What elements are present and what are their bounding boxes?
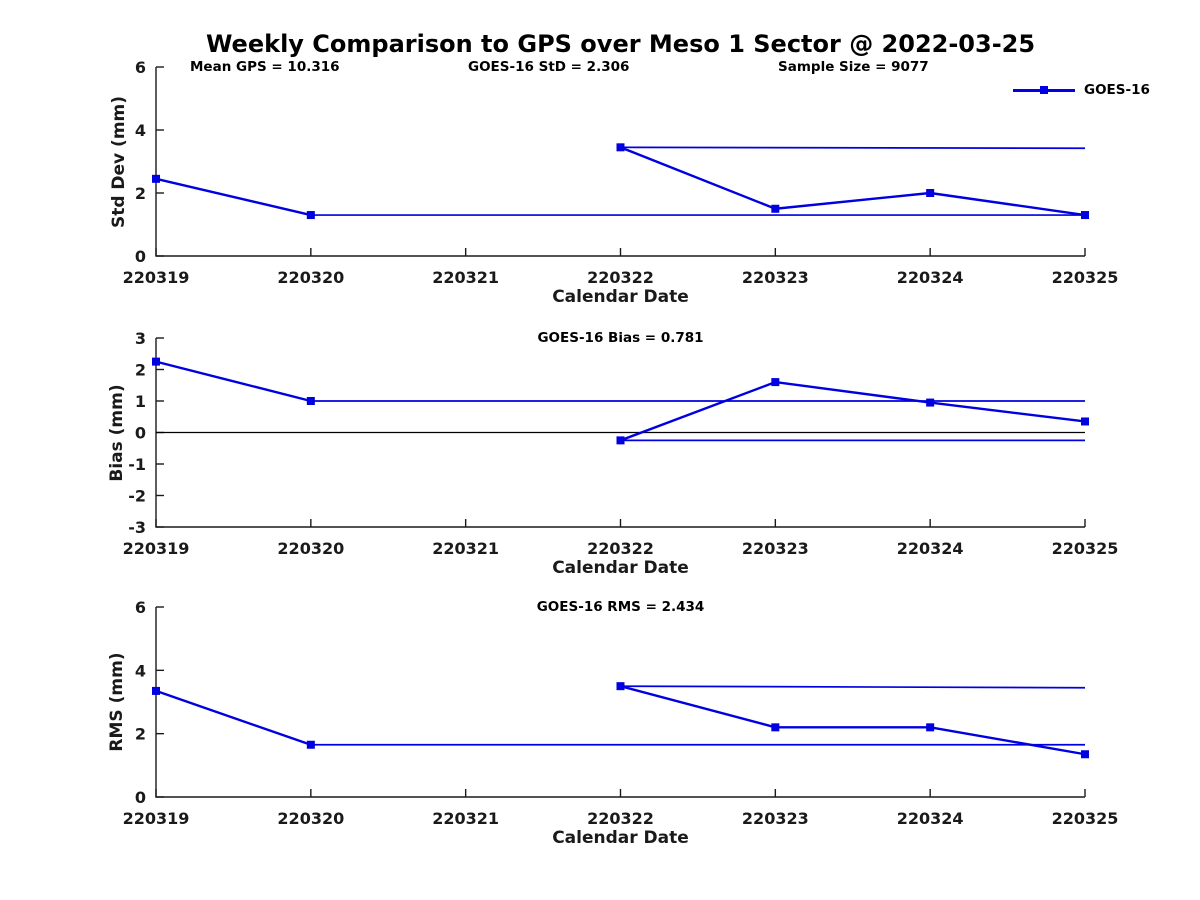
x-tick-label: 220320 (277, 809, 344, 828)
x-tick-label: 220321 (432, 809, 499, 828)
x-tick-label: 220323 (742, 809, 809, 828)
y-tick-label: 0 (135, 788, 146, 807)
legend-square-marker-icon (1040, 86, 1048, 94)
annotation-mean-gps: Mean GPS = 10.316 (190, 59, 340, 75)
legend: GOES-16 (1013, 82, 1150, 98)
x-tick-label: 220322 (587, 809, 654, 828)
figure-title: Weekly Comparison to GPS over Meso 1 Sec… (205, 30, 1036, 58)
y-tick-label: 2 (135, 361, 146, 380)
x-tick-label: 220321 (432, 539, 499, 558)
y-tick-label: -2 (128, 487, 146, 506)
data-point-marker (1081, 750, 1089, 759)
x-tick-label: 220324 (897, 809, 964, 828)
series-line (155, 689, 312, 746)
data-point-marker (926, 398, 935, 407)
ylabel-rms: RMS (mm) (107, 652, 127, 752)
ylabel-std-dev: Std Dev (mm) (109, 95, 129, 229)
y-tick-label: 2 (135, 184, 146, 203)
legend-label: GOES-16 (1084, 82, 1150, 98)
data-point-marker (1081, 417, 1089, 426)
series-line (155, 177, 312, 217)
x-tick-label: 220324 (897, 268, 964, 287)
annotation-goes16-std: GOES-16 StD = 2.306 (468, 59, 630, 75)
x-tick-label: 220325 (1052, 539, 1119, 558)
y-tick-label: 4 (135, 661, 146, 680)
xlabel-calendar-date-2: Calendar Date (552, 558, 689, 578)
x-tick-label: 220323 (742, 539, 809, 558)
x-tick-label: 220320 (277, 268, 344, 287)
ylabel-bias: Bias (mm) (107, 384, 127, 482)
axis-line (155, 67, 1085, 257)
x-tick-label: 220324 (897, 539, 964, 558)
series-line (620, 146, 1086, 150)
x-tick-label: 220319 (123, 539, 190, 558)
y-tick-label: 6 (135, 598, 146, 617)
x-tick-label: 220321 (432, 268, 499, 287)
y-tick-label: 4 (135, 121, 146, 140)
subplot-3: 0 2 4 6 220319 220320 220321 220322 220323 220324… (123, 598, 1119, 828)
data-point-marker (771, 378, 780, 387)
y-tick-label: 0 (135, 247, 146, 266)
subtitle-bias: GOES-16 Bias = 0.781 (537, 330, 704, 346)
x-tick-label: 220322 (587, 268, 654, 287)
y-tick-label: 6 (135, 58, 146, 77)
series-line (620, 685, 1086, 689)
xlabel-calendar-date-1: Calendar Date (552, 287, 689, 307)
data-point-marker (771, 723, 780, 732)
x-tick-label: 220323 (742, 268, 809, 287)
y-tick-label: -1 (128, 455, 146, 474)
data-point-marker (152, 686, 160, 695)
series-line (620, 380, 1086, 442)
subtitle-rms: GOES-16 RMS = 2.434 (536, 599, 705, 615)
y-tick-label: 3 (135, 329, 146, 348)
series-line (620, 146, 1086, 217)
subplot-2: -3 -2 -1 0 1 2 3 220319 220320 220321 220322 220323… (123, 329, 1119, 558)
xlabel-calendar-date-3: Calendar Date (552, 828, 689, 848)
x-tick-label: 220325 (1052, 809, 1119, 828)
x-tick-label: 220319 (123, 268, 190, 287)
data-point-marker (771, 204, 780, 213)
y-tick-label: 2 (135, 725, 146, 744)
x-tick-label: 220325 (1052, 268, 1119, 287)
x-tick-label: 220322 (587, 539, 654, 558)
subplot-1: 0 2 4 6 220319 220320 220321 220322 220323 220324… (123, 58, 1119, 287)
y-tick-label: -3 (128, 518, 146, 537)
series-line (155, 360, 312, 403)
data-point-marker (926, 189, 935, 197)
axis-line (155, 607, 1085, 798)
y-tick-label: 0 (135, 424, 146, 443)
data-point-marker (152, 174, 160, 183)
data-point-marker (926, 723, 935, 732)
data-point-marker (152, 357, 160, 366)
x-tick-label: 220320 (277, 539, 344, 558)
series-line (620, 685, 1086, 756)
annotation-sample-size: Sample Size = 9077 (778, 59, 929, 75)
y-tick-label: 1 (135, 392, 146, 411)
legend-line-sample (1013, 86, 1075, 94)
x-tick-label: 220319 (123, 809, 190, 828)
